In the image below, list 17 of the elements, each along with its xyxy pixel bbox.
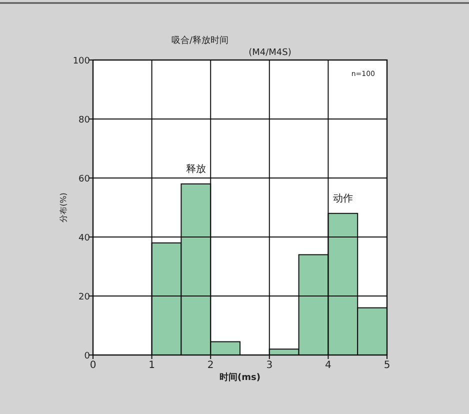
annotation: 动作 [332, 193, 353, 204]
y-axis-title: 分布(%) [59, 192, 68, 222]
y-tick-label: 0 [84, 352, 90, 362]
x-axis-title: 时间(ms) [220, 372, 260, 383]
x-tick-label: 4 [325, 360, 332, 371]
y-tick-label: 80 [78, 116, 90, 126]
x-tick-label: 2 [207, 360, 214, 371]
y-tick-label: 60 [78, 174, 90, 184]
x-tick-label: 3 [266, 360, 273, 371]
x-tick-label: 1 [148, 360, 155, 371]
annotation: 释放 [186, 162, 206, 175]
y-tick-label: 40 [78, 234, 90, 244]
y-tick-label: 100 [72, 56, 90, 66]
chart-subtitle: (M4/M4S) [248, 48, 292, 58]
x-tick-label: 5 [384, 360, 390, 371]
y-tick-label: 20 [78, 292, 90, 302]
chart-title: 吸合/释放时间 [171, 35, 229, 46]
